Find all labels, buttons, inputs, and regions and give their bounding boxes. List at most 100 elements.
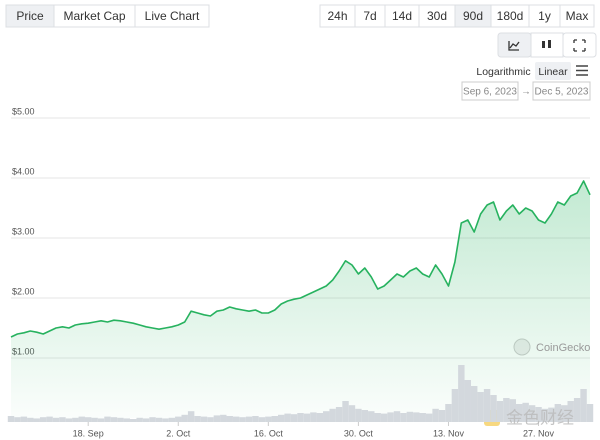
y-tick-label: $2.00 <box>12 286 35 296</box>
ranges-button[interactable]: 14d <box>384 4 420 28</box>
volume-bar <box>413 412 420 422</box>
volume-bar <box>232 416 240 422</box>
volume-bar <box>20 416 28 422</box>
fullscreen-icon <box>573 39 586 52</box>
volume-bar <box>181 414 188 422</box>
volume-bar <box>175 416 182 422</box>
volume-bar <box>252 416 259 422</box>
date-input-text: Dec 5, 2023 <box>535 87 589 98</box>
date-input[interactable]: Sep 6, 2023 <box>461 81 519 101</box>
volume-bar <box>567 401 574 422</box>
volume-bar <box>342 401 349 422</box>
tabs-button-label: Price <box>16 9 44 23</box>
ranges-button[interactable]: 90d <box>454 4 492 28</box>
tabs-button[interactable]: Live Chart <box>134 4 210 28</box>
x-tick-label: 18. Sep <box>73 428 104 438</box>
volume-bar <box>458 365 465 422</box>
volume-bar <box>522 402 529 422</box>
volume-bar <box>290 414 298 422</box>
menu-button[interactable] <box>576 65 588 76</box>
ranges-button-label: 14d <box>392 9 412 23</box>
scale-button[interactable]: Logarithmic <box>476 66 530 78</box>
volume-bar <box>14 417 21 422</box>
y-tick-label: $3.00 <box>12 226 35 236</box>
tabs-button[interactable]: Price <box>5 4 55 28</box>
ranges-button-label: 30d <box>427 9 447 23</box>
volume-bar <box>265 416 272 422</box>
date-arrow: → <box>521 87 531 98</box>
ranges-button[interactable]: 24h <box>319 4 356 28</box>
volume-bar <box>561 405 568 422</box>
volume-bar <box>451 389 459 422</box>
tabs-button-label: Market Cap <box>63 9 125 23</box>
ranges-button[interactable]: 180d <box>490 4 530 28</box>
volume-bar <box>187 411 195 422</box>
volume-bar <box>91 417 98 422</box>
x-tick-label: 2. Oct <box>166 428 191 438</box>
volume-bar <box>207 417 214 422</box>
volume-bar <box>52 417 60 422</box>
volume-bar <box>245 416 253 422</box>
volume-bar <box>541 408 549 422</box>
volume-bar <box>361 410 369 422</box>
ranges-button-label: 90d <box>463 9 483 23</box>
ranges-button[interactable]: 30d <box>418 4 456 28</box>
volume-bar <box>27 417 34 422</box>
volume-bar <box>162 418 169 422</box>
menu-icon <box>576 65 588 76</box>
candle-icon <box>542 41 545 48</box>
ranges-button-label: 24h <box>327 9 347 23</box>
volume-bar <box>136 417 143 422</box>
ranges-button[interactable]: 1y <box>528 4 561 28</box>
tabs-button[interactable]: Market Cap <box>53 4 136 28</box>
volume-bar <box>117 417 124 422</box>
volume-bar <box>400 413 407 422</box>
volume-bar <box>271 416 278 422</box>
volume-bar <box>33 418 40 422</box>
volume-bar <box>220 414 227 422</box>
volume-bar <box>580 389 587 422</box>
volume-bar <box>387 412 394 422</box>
x-tick-label: 30. Oct <box>344 428 374 438</box>
volume-bar <box>142 418 150 422</box>
candle-chart-button[interactable] <box>530 32 564 58</box>
volume-bar <box>464 380 471 422</box>
volume-bar <box>130 419 137 422</box>
volume-bar <box>368 411 375 422</box>
volume-bar <box>348 405 356 422</box>
volume-bar <box>516 404 523 422</box>
volume-bar <box>432 408 439 422</box>
volume-bar <box>65 418 73 422</box>
volume-bar <box>335 407 343 422</box>
volume-bar <box>284 413 291 422</box>
date-input[interactable]: Dec 5, 2023 <box>532 81 591 101</box>
watermark: CoinGecko <box>536 342 590 354</box>
volume-bar <box>477 392 484 422</box>
volume-bar <box>310 412 317 422</box>
volume-bar <box>380 413 388 422</box>
tabs-group: Price Market Cap Live Chart <box>5 4 210 28</box>
volume-bar <box>470 386 478 422</box>
scale-button-bg <box>535 62 571 80</box>
ranges-button-label: 1y <box>538 9 551 23</box>
volume-bar <box>329 408 336 422</box>
y-tick-label: $4.00 <box>12 166 35 176</box>
line-icon <box>508 41 520 51</box>
date-input-text: Sep 6, 2023 <box>463 87 517 98</box>
volume-bar <box>548 407 555 422</box>
chart-style-buttons <box>497 32 597 58</box>
volume-bar <box>586 404 594 422</box>
fullscreen-button[interactable] <box>562 32 597 58</box>
tabs-button-bg <box>134 4 210 28</box>
volume-bar <box>496 401 504 422</box>
volume-bar <box>419 413 426 422</box>
ranges-button[interactable]: 7d <box>354 4 386 28</box>
volume-bar <box>226 416 233 422</box>
scale-button[interactable]: Linear <box>535 62 571 80</box>
volume-bar <box>323 411 330 422</box>
ranges-button[interactable]: Max <box>559 4 595 28</box>
volume-bar <box>7 416 15 422</box>
volume-bar <box>483 389 491 422</box>
volume-bar <box>490 395 497 422</box>
